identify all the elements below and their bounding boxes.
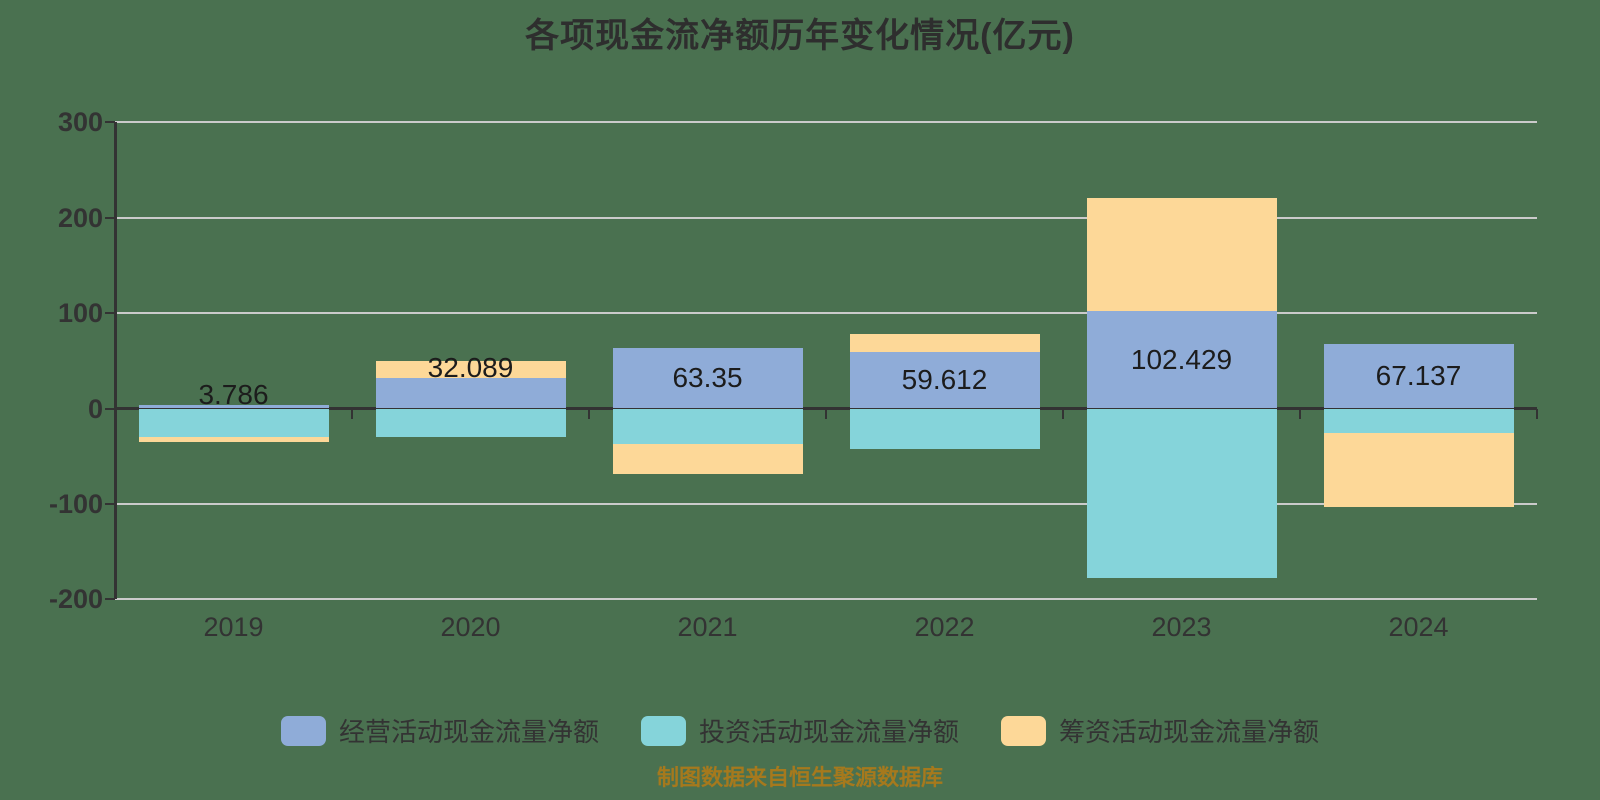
y-axis-label--100: -100 [48, 488, 103, 519]
x-axis-label-2024: 2024 [1388, 612, 1449, 642]
bar-2021-筹资活动现金流量净额[interactable] [612, 443, 803, 475]
x-axis-tick-3 [825, 408, 827, 419]
x-axis-label-2020: 2020 [440, 612, 501, 642]
bar-2022-投资活动现金流量净额[interactable] [849, 408, 1040, 449]
x-axis-tick-2 [588, 408, 590, 419]
bar-2019-投资活动现金流量净额[interactable] [138, 408, 329, 437]
legend-swatch-icon [1001, 715, 1046, 746]
bar-2024-投资活动现金流量净额[interactable] [1323, 408, 1514, 434]
x-axis-tick-6 [1536, 408, 1538, 419]
chart-title: 各项现金流净额历年变化情况(亿元) [525, 17, 1075, 55]
legend-item-投资活动现金流量净额[interactable]: 投资活动现金流量净额 [640, 712, 959, 749]
bar-2021-投资活动现金流量净额[interactable] [612, 408, 803, 444]
y-axis-tick--100 [105, 502, 115, 505]
bar-2024-经营活动现金流量净额[interactable] [1323, 344, 1514, 409]
bar-2020-经营活动现金流量净额[interactable] [375, 377, 566, 409]
bar-2022-筹资活动现金流量净额[interactable] [849, 334, 1040, 352]
y-axis-tick-0 [105, 407, 115, 410]
gridline-100 [115, 312, 1537, 315]
x-axis-label-2019: 2019 [203, 612, 264, 642]
y-axis-tick-300 [105, 121, 115, 124]
bar-2024-筹资活动现金流量净额[interactable] [1323, 433, 1514, 507]
bar-value-2019: 3.786 [198, 378, 269, 410]
source-note: 制图数据来自恒生聚源数据库 [656, 765, 943, 790]
y-axis-label-300: 300 [57, 107, 103, 138]
gridline--200 [115, 598, 1537, 601]
x-axis-tick-4 [1062, 408, 1064, 419]
bar-2023-投资活动现金流量净额[interactable] [1086, 408, 1277, 579]
bar-value-2024: 67.137 [1375, 360, 1462, 392]
bar-2019-筹资活动现金流量净额[interactable] [138, 436, 329, 443]
y-axis-tick-200 [105, 216, 115, 219]
legend-label: 投资活动现金流量净额 [698, 717, 959, 747]
x-axis-label-2022: 2022 [914, 612, 975, 642]
bar-value-2021: 63.35 [672, 362, 743, 394]
bar-value-2020: 32.089 [427, 351, 514, 383]
y-axis-tick-100 [105, 312, 115, 315]
bar-2020-筹资活动现金流量净额[interactable] [375, 360, 566, 378]
bar-2019-经营活动现金流量净额[interactable] [138, 404, 329, 409]
y-axis-label-200: 200 [57, 202, 103, 233]
y-axis-label--200: -200 [48, 584, 103, 615]
legend-label: 经营活动现金流量净额 [338, 717, 599, 747]
gridline-200 [115, 216, 1537, 219]
bar-value-2022: 59.612 [901, 364, 988, 396]
y-axis-tick--200 [105, 598, 115, 601]
y-axis-line [114, 122, 117, 600]
legend-swatch-icon [280, 715, 326, 746]
gridline-300 [115, 121, 1537, 124]
legend: 经营活动现金流量净额 投资活动现金流量净额 筹资活动现金流量净额 [0, 712, 1600, 749]
y-axis-label-100: 100 [57, 298, 103, 329]
bar-2023-筹资活动现金流量净额[interactable] [1086, 198, 1277, 311]
bar-2020-投资活动现金流量净额[interactable] [375, 408, 566, 438]
legend-swatch-icon [640, 715, 686, 746]
legend-item-经营活动现金流量净额[interactable]: 经营活动现金流量净额 [280, 712, 599, 749]
x-axis-tick-5 [1299, 408, 1301, 419]
bar-2021-经营活动现金流量净额[interactable] [612, 348, 803, 409]
bar-value-2023: 102.429 [1130, 343, 1233, 375]
x-axis-tick-1 [351, 408, 353, 419]
legend-label: 筹资活动现金流量净额 [1059, 717, 1320, 747]
y-axis-label-0: 0 [87, 393, 103, 424]
bar-2022-经营活动现金流量净额[interactable] [849, 351, 1040, 409]
bar-2023-经营活动现金流量净额[interactable] [1086, 310, 1277, 409]
x-axis-label-2023: 2023 [1151, 612, 1212, 642]
x-axis-label-2021: 2021 [677, 612, 738, 642]
legend-item-筹资活动现金流量净额[interactable]: 筹资活动现金流量净额 [1001, 712, 1319, 749]
x-axis-tick-0 [114, 408, 116, 419]
gridline--100 [115, 502, 1537, 505]
